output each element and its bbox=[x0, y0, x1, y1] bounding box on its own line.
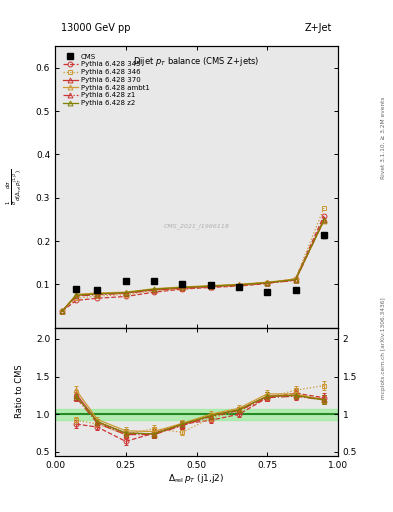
Text: CMS_2021_I1966118: CMS_2021_I1966118 bbox=[163, 223, 230, 229]
Text: Dijet $p_T$ balance (CMS Z+jets): Dijet $p_T$ balance (CMS Z+jets) bbox=[133, 55, 260, 68]
Text: mcplots.cern.ch [arXiv:1306.3436]: mcplots.cern.ch [arXiv:1306.3436] bbox=[381, 297, 386, 399]
Text: 13000 GeV pp: 13000 GeV pp bbox=[61, 23, 130, 33]
Text: Rivet 3.1.10, ≥ 3.2M events: Rivet 3.1.10, ≥ 3.2M events bbox=[381, 97, 386, 180]
X-axis label: $\Delta_\mathrm{rel}\,p_T$ (j1,j2): $\Delta_\mathrm{rel}\,p_T$ (j1,j2) bbox=[168, 472, 225, 485]
Y-axis label: Ratio to CMS: Ratio to CMS bbox=[15, 365, 24, 418]
Bar bbox=[55, 409, 338, 419]
Y-axis label: $\frac{1}{\sigma}\frac{d\sigma}{d(\Delta_{rel}\,p_T^{j1,j2})}$: $\frac{1}{\sigma}\frac{d\sigma}{d(\Delta… bbox=[4, 169, 24, 205]
Legend: CMS, Pythia 6.428 345, Pythia 6.428 346, Pythia 6.428 370, Pythia 6.428 ambt1, P: CMS, Pythia 6.428 345, Pythia 6.428 346,… bbox=[61, 52, 151, 108]
Text: Z+Jet: Z+Jet bbox=[305, 23, 332, 33]
